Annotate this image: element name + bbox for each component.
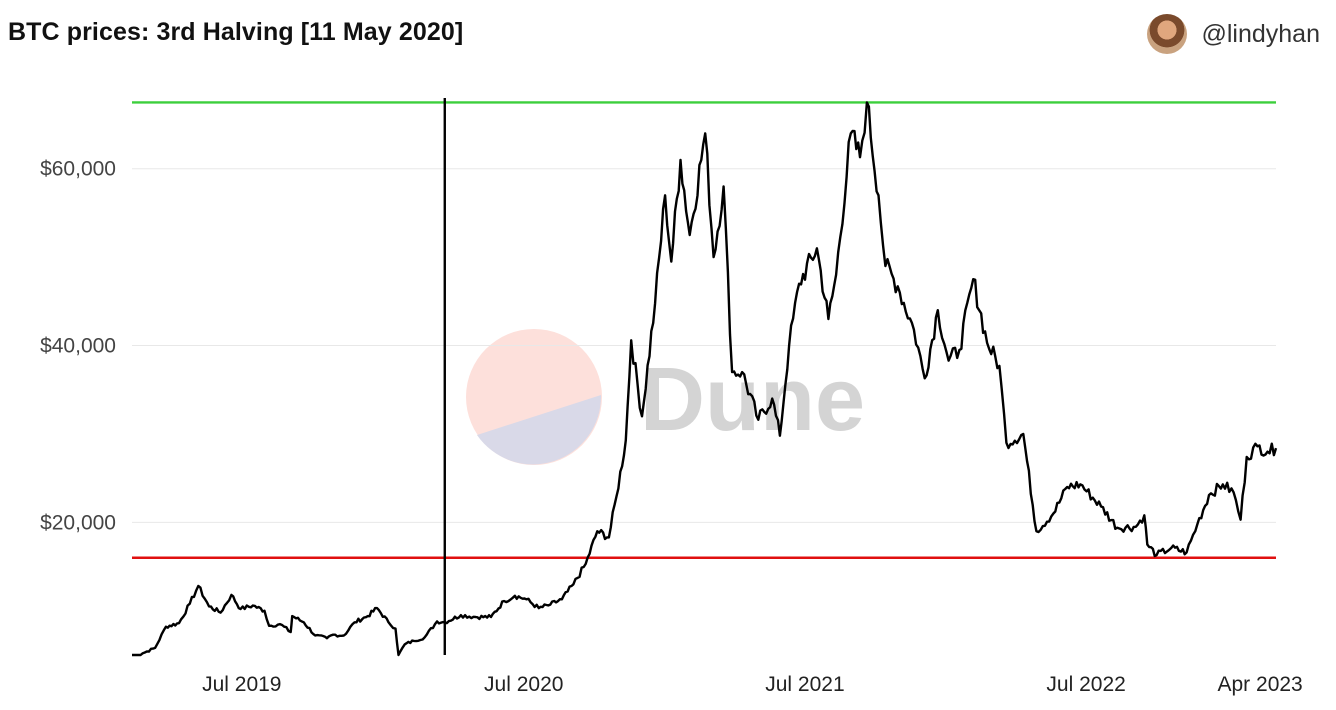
- y-tick-label: $60,000: [40, 158, 116, 181]
- x-tick-label: Jul 2022: [1046, 673, 1125, 696]
- reference-lines: [132, 98, 1276, 655]
- x-tick-label: Jul 2019: [202, 673, 281, 696]
- x-axis-ticks: Jul 2019 Jul 2020 Jul 2021 Jul 2022 Apr 2023: [202, 673, 1303, 696]
- dune-watermark: Dune: [466, 329, 865, 465]
- y-tick-label: $40,000: [40, 335, 116, 358]
- x-tick-label: Jul 2020: [484, 673, 563, 696]
- btc-price-line: [132, 101, 1278, 657]
- grid-lines: [132, 168, 1276, 523]
- x-tick-label: Jul 2021: [765, 673, 844, 696]
- y-axis-ticks: $20,000 $40,000 $60,000: [40, 158, 116, 535]
- watermark-circle-bottom: [477, 395, 602, 465]
- chart-title: BTC prices: 3rd Halving [11 May 2020]: [8, 18, 464, 46]
- author-handle[interactable]: @lindyhan: [1201, 19, 1320, 48]
- author[interactable]: @lindyhan: [1147, 14, 1320, 54]
- author-avatar[interactable]: [1147, 14, 1188, 54]
- x-tick-label: Apr 2023: [1218, 673, 1303, 696]
- y-tick-label: $20,000: [40, 511, 116, 534]
